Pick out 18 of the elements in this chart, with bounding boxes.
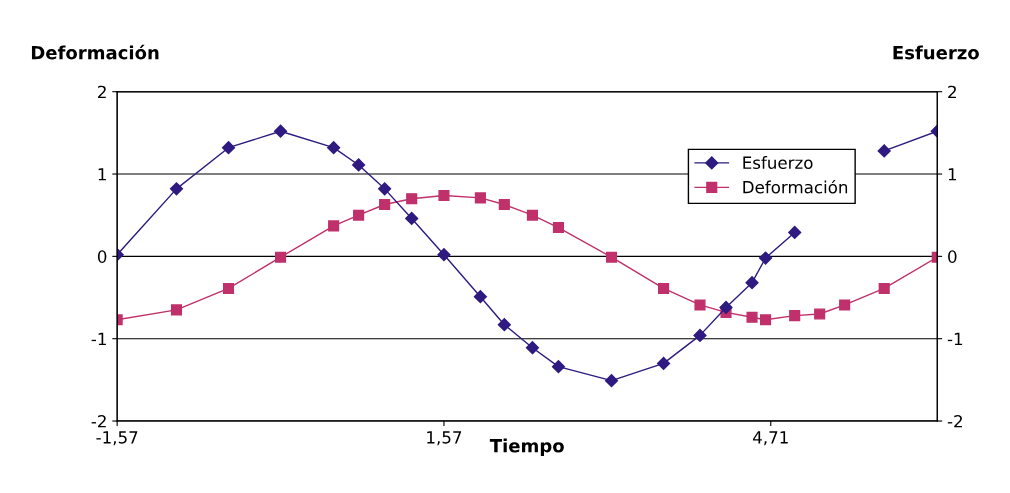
x-tick-label: 4,71 bbox=[753, 431, 788, 446]
x-tick-label: -1,57 bbox=[96, 431, 138, 446]
y-tick-label: -1 bbox=[91, 332, 106, 346]
y-tick-label: 1 bbox=[98, 168, 106, 181]
y2-axis-title: Esfuerzo bbox=[893, 45, 979, 60]
legend-label: Deformación bbox=[743, 179, 848, 194]
y2-tick-label: -2 bbox=[947, 414, 962, 428]
x-tick-label: 1,57 bbox=[427, 431, 462, 446]
y2-tick-label: 2 bbox=[948, 85, 956, 99]
y-tick-label: 0 bbox=[97, 250, 107, 263]
y-tick-label: -2 bbox=[91, 414, 106, 428]
y-axis-title: Deformación bbox=[31, 44, 159, 60]
x-axis-title: Tiempo bbox=[489, 438, 564, 457]
legend-label: Esfuerzo bbox=[743, 156, 813, 169]
y2-tick-label: 0 bbox=[948, 250, 957, 263]
y2-tick-label: -1 bbox=[947, 332, 963, 346]
y-tick-label: 2 bbox=[98, 85, 106, 99]
y2-tick-label: 1 bbox=[948, 168, 957, 181]
